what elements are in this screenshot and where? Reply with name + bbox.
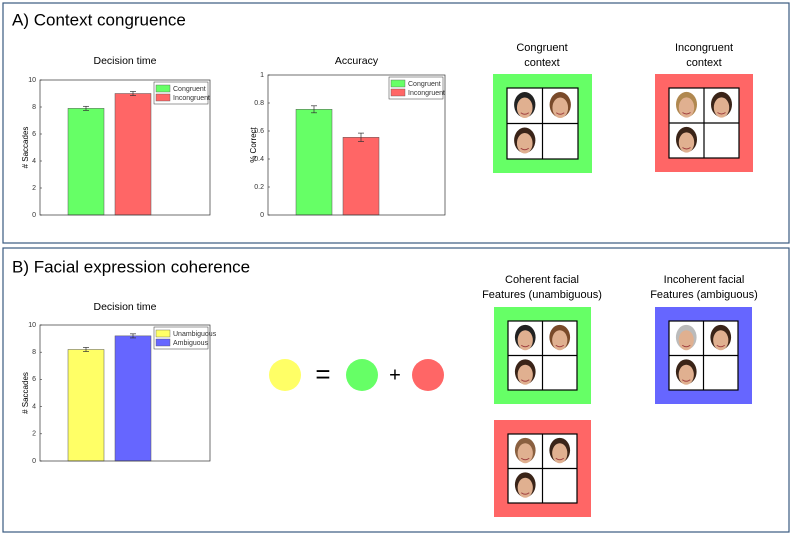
- y-tick-label: 0: [260, 212, 264, 219]
- yellow-circle: [269, 359, 301, 391]
- face-mouth: [555, 344, 565, 348]
- y-tick-label: 0.6: [254, 128, 264, 135]
- face: [713, 97, 730, 118]
- axes-frame: [267, 74, 446, 216]
- error-bar: [358, 132, 364, 142]
- grid-label: Coherent facial: [505, 274, 579, 286]
- face-mouth: [682, 112, 691, 115]
- face: [516, 97, 533, 119]
- panel-title: A) Context congruence: [12, 10, 186, 29]
- bar: [114, 335, 152, 462]
- face: [516, 132, 533, 154]
- y-tick-label: 2: [32, 185, 36, 192]
- y-tick-label: 4: [32, 403, 36, 410]
- y-axis-label: # Saccades: [21, 127, 30, 169]
- bar: [67, 108, 105, 216]
- face-mouth: [681, 379, 691, 382]
- grid-label: Incoherent facial: [664, 274, 745, 286]
- grid-label: Congruent: [516, 42, 567, 54]
- legend-swatch: [390, 88, 406, 97]
- y-tick-label: 10: [28, 77, 36, 84]
- y-tick-label: 10: [28, 322, 36, 329]
- grid-label: context: [524, 57, 559, 69]
- legend-swatch: [155, 93, 171, 102]
- y-tick-label: 0.8: [254, 100, 264, 107]
- y-tick-label: 6: [32, 376, 36, 383]
- face-mouth: [520, 379, 530, 382]
- chart-title: Decision time: [93, 301, 156, 313]
- face-mouth: [520, 344, 530, 348]
- red-circle: [412, 359, 444, 391]
- face-mouth: [717, 112, 726, 115]
- y-tick-label: 0: [32, 212, 36, 219]
- face-mouth: [555, 457, 565, 461]
- grid-label: Features (ambiguous): [650, 289, 758, 301]
- bar: [295, 109, 333, 216]
- face: [678, 132, 695, 153]
- green-circle: [346, 359, 378, 391]
- grid-label: Incongruent: [675, 42, 733, 54]
- legend-label: Incongruent: [408, 90, 445, 97]
- error-bar: [130, 333, 136, 339]
- y-tick-label: 6: [32, 131, 36, 138]
- grid-label: Features (unambiguous): [482, 289, 602, 301]
- legend-swatch: [155, 329, 171, 338]
- face-mouth: [520, 147, 530, 151]
- face: [552, 97, 569, 119]
- legend-swatch: [155, 84, 171, 93]
- legend-swatch: [390, 79, 406, 88]
- y-tick-label: 0: [32, 458, 36, 465]
- legend-label: Incongruent: [173, 95, 210, 102]
- face: [678, 97, 695, 118]
- face-mouth: [520, 112, 530, 115]
- error-bar: [311, 105, 317, 114]
- axes-frame: [39, 324, 211, 462]
- y-tick-label: 0.2: [254, 184, 264, 191]
- error-bar: [83, 347, 89, 352]
- face-mouth: [555, 112, 565, 115]
- grid-label: context: [686, 57, 721, 69]
- axes-frame: [39, 79, 211, 216]
- y-tick-label: 8: [32, 104, 36, 111]
- face-mouth: [681, 344, 691, 348]
- legend-label: Ambiguous: [173, 340, 209, 347]
- chart-title: Accuracy: [335, 55, 379, 67]
- panel-a-frame: [2, 2, 790, 244]
- plus-sign: +: [389, 364, 401, 386]
- face-mouth: [520, 492, 530, 495]
- equals-sign: =: [315, 359, 330, 389]
- y-tick-label: 1: [260, 72, 264, 79]
- y-tick-label: 2: [32, 431, 36, 438]
- chart-title: Decision time: [93, 55, 156, 67]
- face-mouth: [716, 344, 726, 348]
- error-bar: [83, 105, 89, 111]
- y-tick-label: 8: [32, 349, 36, 356]
- legend-swatch: [155, 338, 171, 347]
- error-bar: [130, 91, 136, 96]
- panel-title: B) Facial expression coherence: [12, 257, 250, 276]
- legend-label: Congruent: [408, 81, 441, 88]
- face-mouth: [520, 457, 530, 461]
- bar: [342, 137, 380, 216]
- panel-b-frame: [2, 247, 790, 533]
- y-axis-label: % Correct: [249, 126, 258, 162]
- bar: [67, 349, 105, 462]
- face-mouth: [682, 147, 691, 150]
- y-tick-label: 0.4: [254, 156, 264, 163]
- bar: [114, 93, 152, 216]
- y-axis-label: # Saccades: [21, 372, 30, 414]
- legend-label: Unambiguous: [173, 331, 217, 338]
- legend-label: Congruent: [173, 86, 206, 93]
- y-tick-label: 4: [32, 158, 36, 165]
